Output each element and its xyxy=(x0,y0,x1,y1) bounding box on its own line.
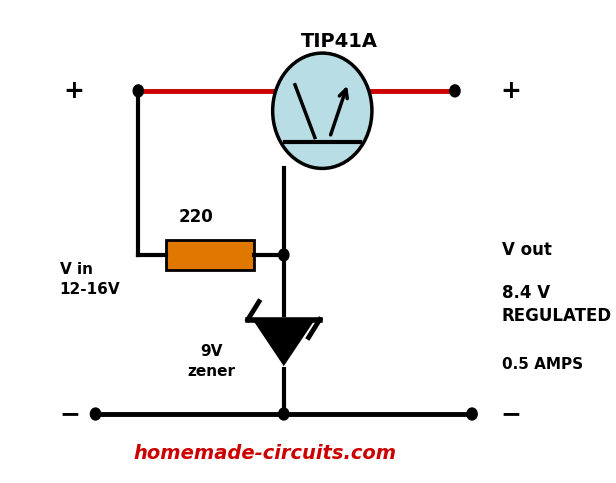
Text: +: + xyxy=(500,79,521,103)
Text: 8.4 V
REGULATED: 8.4 V REGULATED xyxy=(502,284,612,326)
Polygon shape xyxy=(254,320,314,364)
Circle shape xyxy=(278,408,289,420)
Circle shape xyxy=(450,85,460,97)
Text: 9V
zener: 9V zener xyxy=(187,344,235,379)
Circle shape xyxy=(133,85,144,97)
Text: V out: V out xyxy=(502,241,552,259)
FancyBboxPatch shape xyxy=(166,240,254,270)
Text: +: + xyxy=(63,79,84,103)
Text: 0.5 AMPS: 0.5 AMPS xyxy=(502,357,583,372)
Circle shape xyxy=(467,408,477,420)
Circle shape xyxy=(273,53,372,169)
Circle shape xyxy=(91,408,100,420)
Text: TIP41A: TIP41A xyxy=(301,32,378,51)
Text: −: − xyxy=(500,402,521,426)
Text: −: − xyxy=(59,402,80,426)
Text: homemade-circuits.com: homemade-circuits.com xyxy=(134,444,397,463)
Text: V in
12-16V: V in 12-16V xyxy=(60,262,120,297)
Text: 220: 220 xyxy=(179,208,213,226)
Circle shape xyxy=(278,249,289,261)
